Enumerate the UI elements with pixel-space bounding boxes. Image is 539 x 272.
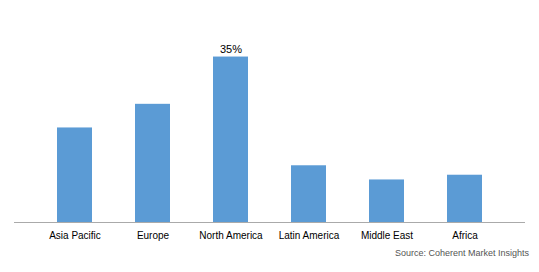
- svg-text:Europe: Europe: [137, 230, 170, 241]
- svg-text:Middle East: Middle East: [361, 230, 413, 241]
- svg-text:Africa: Africa: [452, 230, 478, 241]
- svg-text:Latin America: Latin America: [279, 230, 340, 241]
- svg-text:35%: 35%: [220, 43, 242, 55]
- svg-text:Asia Pacific: Asia Pacific: [49, 230, 101, 241]
- html-text:Source: Coherent Market Insigh: Source: Coherent Market Insights: [394, 248, 529, 258]
- svg-text:North America: North America: [199, 230, 263, 241]
